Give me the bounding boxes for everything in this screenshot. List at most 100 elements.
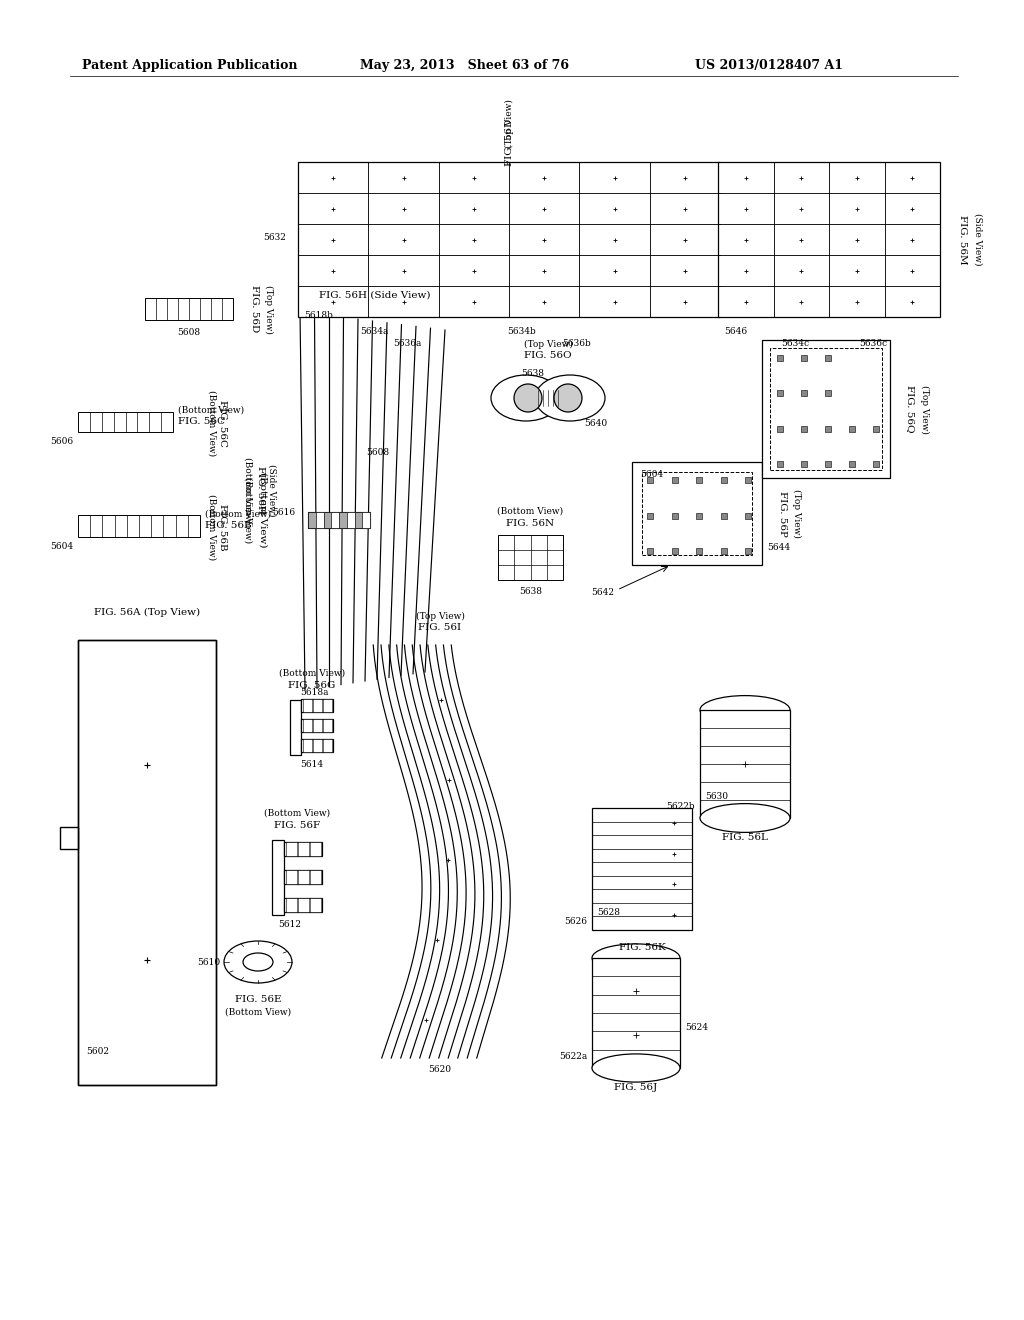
Bar [298, 162, 720, 317]
Text: FIG. 56N: FIG. 56N [507, 519, 555, 528]
Text: FIG. 56D: FIG. 56D [505, 119, 513, 165]
Ellipse shape [224, 941, 292, 983]
Bar [164, 640, 181, 1085]
Bar [286, 870, 297, 884]
Text: 5644: 5644 [767, 543, 791, 552]
Bar [286, 842, 297, 855]
Text: 5634a: 5634a [359, 327, 388, 337]
Ellipse shape [592, 1053, 680, 1082]
Bar [873, 425, 879, 432]
Text: (Side View): (Side View) [267, 463, 276, 516]
Ellipse shape [243, 953, 273, 972]
Ellipse shape [592, 944, 680, 972]
Text: (Top View): (Top View) [921, 384, 930, 433]
Text: 5630: 5630 [705, 792, 728, 800]
Text: FIG. 56P: FIG. 56P [777, 491, 786, 536]
Bar [745, 512, 751, 519]
Text: (Top View): (Top View) [505, 99, 514, 148]
Ellipse shape [490, 375, 561, 421]
Bar [362, 512, 370, 528]
Bar [632, 462, 762, 565]
Text: 5632: 5632 [263, 232, 286, 242]
Bar [721, 477, 726, 483]
Bar [721, 548, 726, 554]
Bar [718, 162, 940, 317]
Bar [762, 341, 890, 478]
Text: 5640: 5640 [585, 418, 607, 428]
Bar [700, 710, 790, 818]
Text: Patent Application Publication: Patent Application Publication [82, 58, 298, 71]
Text: 5614: 5614 [300, 760, 324, 770]
Ellipse shape [535, 375, 605, 421]
Text: 5636c: 5636c [859, 339, 888, 348]
Ellipse shape [514, 384, 542, 412]
Text: 5612: 5612 [279, 920, 301, 929]
Text: 5618b: 5618b [304, 312, 333, 319]
Bar [592, 808, 692, 931]
Bar [298, 842, 309, 855]
Bar [308, 512, 315, 528]
Bar [323, 739, 332, 752]
Text: 5618a: 5618a [300, 688, 329, 697]
Text: FIG. 56B: FIG. 56B [205, 521, 252, 531]
Text: FIG. 56C: FIG. 56C [178, 417, 225, 426]
Text: FIG. 56C: FIG. 56C [217, 400, 226, 446]
Bar [284, 842, 322, 855]
Text: 5634c: 5634c [781, 339, 810, 348]
Bar [313, 719, 322, 733]
Text: FIG. 56L: FIG. 56L [722, 833, 768, 842]
Bar [315, 512, 324, 528]
Text: 5616: 5616 [272, 508, 295, 517]
Bar [770, 348, 882, 470]
Bar [777, 425, 783, 432]
Bar [308, 512, 370, 528]
Bar [60, 826, 78, 849]
Text: FIG. 56O: FIG. 56O [524, 351, 571, 360]
Bar [801, 425, 807, 432]
Bar [873, 461, 879, 467]
Text: 5622a: 5622a [559, 1052, 587, 1061]
Bar [130, 640, 147, 1085]
Bar [78, 640, 216, 1085]
Bar [849, 425, 855, 432]
Text: (Bottom View): (Bottom View) [205, 510, 271, 519]
Text: FIG. 56A (Top View): FIG. 56A (Top View) [94, 607, 200, 616]
Text: 5604: 5604 [50, 543, 73, 550]
Text: (Bottom View): (Bottom View) [244, 457, 253, 523]
Text: (Bottom View): (Bottom View) [225, 1007, 291, 1016]
Bar [301, 719, 333, 733]
Bar [696, 548, 702, 554]
Text: FIG. 56D: FIG. 56D [251, 285, 259, 333]
Bar [286, 898, 297, 912]
Bar [777, 461, 783, 467]
Text: 5646: 5646 [724, 327, 748, 337]
Bar [647, 548, 653, 554]
Bar [310, 870, 321, 884]
Bar [745, 477, 751, 483]
Text: 5636a: 5636a [393, 339, 422, 348]
Text: FIG. 56K: FIG. 56K [618, 944, 666, 953]
Bar [498, 535, 563, 579]
Text: (Top View): (Top View) [264, 285, 273, 334]
Text: FIG. 56F: FIG. 56F [274, 821, 321, 829]
Bar [272, 840, 284, 915]
Bar [777, 355, 783, 360]
Bar [323, 719, 332, 733]
Bar [672, 548, 678, 554]
Text: FIG. 56M: FIG. 56M [957, 215, 967, 264]
Text: 5628: 5628 [597, 908, 620, 917]
Bar [310, 898, 321, 912]
Bar [303, 739, 312, 752]
Text: 5626: 5626 [564, 917, 587, 925]
Bar [290, 700, 301, 755]
Bar [801, 391, 807, 396]
Text: 5610: 5610 [197, 958, 220, 968]
Text: (Bottom View): (Bottom View) [208, 494, 216, 560]
Bar [339, 512, 347, 528]
Bar [354, 512, 362, 528]
Bar [647, 477, 653, 483]
Bar [313, 700, 322, 711]
Text: 5620: 5620 [428, 1065, 452, 1074]
Text: FIG. 56H (Side View): FIG. 56H (Side View) [319, 290, 431, 300]
Bar [301, 739, 333, 752]
